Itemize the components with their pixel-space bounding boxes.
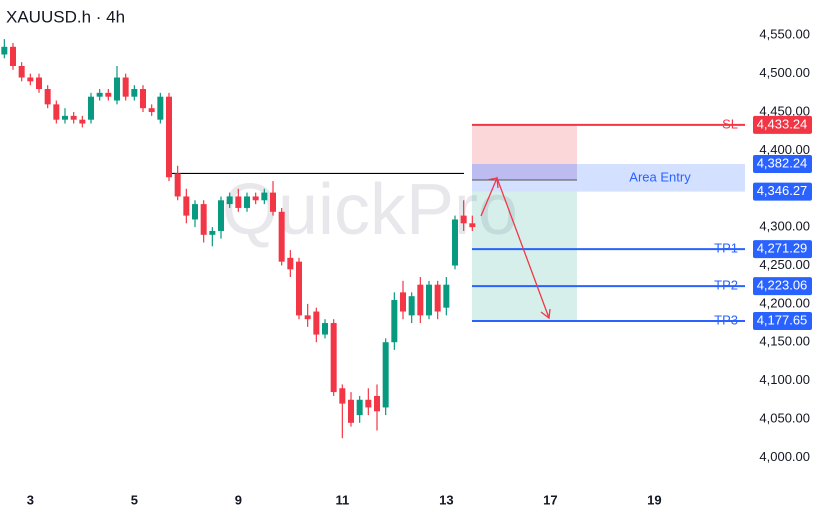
y-tick-label: 4,450.00 xyxy=(759,103,810,118)
reward-zone xyxy=(472,191,577,322)
y-tick-label: 4,400.00 xyxy=(759,142,810,157)
candle-body xyxy=(105,92,112,97)
y-tick-label: 4,250.00 xyxy=(759,257,810,272)
price-tag-label: 4,223.06 xyxy=(757,278,808,293)
candle-body xyxy=(10,46,16,66)
candle-body xyxy=(53,104,60,120)
candle-body xyxy=(244,196,250,208)
x-tick-label: 3 xyxy=(27,492,34,507)
candle-body xyxy=(261,192,268,201)
candle-body xyxy=(218,200,224,231)
candle-body xyxy=(330,323,337,393)
candle-body xyxy=(313,311,320,335)
candle-body xyxy=(79,119,86,124)
candle-body xyxy=(434,284,441,312)
level-name: SL xyxy=(722,116,738,131)
price-tag xyxy=(753,155,812,174)
candle-body xyxy=(382,342,389,408)
price-tag xyxy=(753,277,812,296)
candle-body xyxy=(226,196,233,205)
x-tick-label: 13 xyxy=(439,492,453,507)
candle-body xyxy=(62,115,68,120)
level-name: TP3 xyxy=(714,312,738,327)
x-tick-label: 11 xyxy=(335,492,349,507)
candle-body xyxy=(365,399,372,408)
candle-body xyxy=(122,77,129,97)
candle-body xyxy=(44,89,51,105)
candle-body xyxy=(296,261,302,316)
candle-body xyxy=(400,292,406,312)
risk-zone xyxy=(472,124,577,165)
x-tick-label: 5 xyxy=(131,492,138,507)
level-name: TP2 xyxy=(714,278,738,293)
candle-body xyxy=(200,204,207,235)
candle-body xyxy=(348,399,354,423)
candle-body xyxy=(408,296,415,316)
candle-body xyxy=(278,211,285,262)
candle-body xyxy=(322,323,328,335)
candle-body xyxy=(88,96,94,120)
candle-body xyxy=(443,284,450,308)
candle-body xyxy=(148,108,155,113)
candle-body xyxy=(27,77,34,82)
candle-body xyxy=(270,192,276,212)
candle-body xyxy=(131,89,138,97)
y-tick-label: 4,050.00 xyxy=(759,410,810,425)
candle-body xyxy=(252,196,259,201)
candle-body xyxy=(391,300,398,343)
price-tag-label: 4,382.24 xyxy=(757,155,808,170)
candle-body xyxy=(183,196,190,216)
candle-body xyxy=(339,388,346,404)
candle-body xyxy=(374,395,380,412)
candle-body xyxy=(452,219,458,266)
candle-body xyxy=(114,77,120,101)
price-tag-label: 4,433.24 xyxy=(757,116,808,131)
price-tag xyxy=(753,240,812,259)
candle-body xyxy=(174,173,181,197)
price-tag xyxy=(753,312,812,331)
price-tag-label: 4,346.27 xyxy=(757,183,808,198)
price-tag-label: 4,177.65 xyxy=(757,312,808,327)
candle-body xyxy=(140,89,146,109)
price-tag xyxy=(753,182,812,201)
candle-body xyxy=(304,315,311,320)
x-tick-label: 9 xyxy=(235,492,242,507)
chart-title: XAUUSD.h · 4h xyxy=(6,7,125,26)
price-tag-label: 4,271.29 xyxy=(757,241,808,256)
price-tag xyxy=(753,115,812,134)
candle-body xyxy=(192,204,198,220)
x-tick-label: 19 xyxy=(647,492,661,507)
candle-body xyxy=(1,46,8,55)
entry-zone xyxy=(472,164,745,192)
entry-overlap xyxy=(472,164,577,181)
candle-body xyxy=(426,284,432,316)
candle-body xyxy=(209,230,216,235)
candle-body xyxy=(157,96,164,120)
y-tick-label: 4,150.00 xyxy=(759,334,810,349)
y-tick-label: 4,200.00 xyxy=(759,295,810,310)
candle-body xyxy=(18,65,25,78)
candle-body xyxy=(469,223,476,228)
candle-body xyxy=(36,77,42,90)
candle-body xyxy=(287,257,294,270)
y-tick-label: 4,550.00 xyxy=(759,27,810,42)
candle-body xyxy=(417,284,424,316)
entry-label: Area Entry xyxy=(629,169,691,184)
candle-body xyxy=(460,215,467,224)
candle-body xyxy=(356,399,363,416)
y-tick-label: 4,000.00 xyxy=(759,449,810,464)
x-tick-label: 17 xyxy=(543,492,557,507)
level-name: TP1 xyxy=(714,241,738,256)
y-tick-label: 4,300.00 xyxy=(759,219,810,234)
candle-body xyxy=(70,115,77,120)
candle-body xyxy=(96,92,103,97)
y-tick-label: 4,100.00 xyxy=(759,372,810,387)
arrow-head xyxy=(540,308,551,320)
arrow-head xyxy=(486,177,499,189)
y-tick-label: 4,500.00 xyxy=(759,65,810,80)
candle-body xyxy=(235,196,242,208)
candle-body xyxy=(166,96,172,178)
